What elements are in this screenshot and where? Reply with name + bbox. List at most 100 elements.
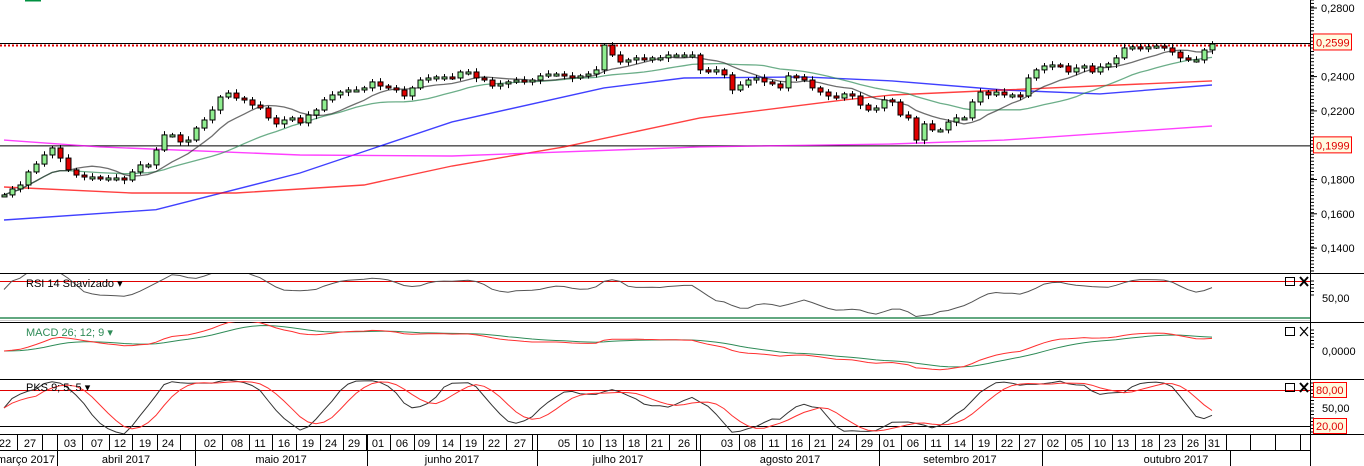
candle bbox=[969, 99, 976, 121]
macd-title[interactable]: MACD 26; 12; 9 ▾ bbox=[26, 327, 113, 339]
candle bbox=[1009, 92, 1016, 99]
candle bbox=[961, 115, 968, 121]
moving-average-mid bbox=[3, 56, 1213, 196]
candle bbox=[1113, 54, 1120, 69]
candle-body bbox=[161, 134, 168, 151]
price-marker-label: 0,2599 bbox=[1316, 37, 1350, 49]
candle bbox=[137, 161, 144, 175]
date-day-label: 23 bbox=[1164, 438, 1176, 450]
candle bbox=[105, 175, 112, 182]
candle-body bbox=[985, 91, 992, 96]
pks-panel-controls bbox=[1285, 382, 1309, 393]
date-day-label: 05 bbox=[1071, 438, 1083, 450]
candle bbox=[801, 74, 808, 83]
candle-body bbox=[1, 194, 8, 198]
candle bbox=[977, 88, 984, 106]
date-day-label: 21 bbox=[814, 438, 826, 450]
date-day-label: 19 bbox=[302, 438, 314, 450]
candle-body bbox=[297, 117, 304, 124]
candle bbox=[1, 192, 8, 198]
candle-body bbox=[153, 149, 160, 166]
candle-body bbox=[673, 54, 680, 58]
close-icon[interactable] bbox=[1299, 276, 1309, 287]
pks-title[interactable]: PKS 9; 5; 5 ▾ bbox=[26, 382, 91, 394]
candle bbox=[305, 111, 312, 127]
candle-body bbox=[1145, 46, 1152, 50]
candle bbox=[97, 174, 104, 182]
candle bbox=[273, 115, 280, 128]
candle bbox=[1129, 44, 1136, 51]
date-day-label: 19 bbox=[978, 438, 990, 450]
candle bbox=[817, 85, 824, 96]
maximize-icon[interactable] bbox=[1285, 327, 1295, 336]
candle-body bbox=[1185, 57, 1192, 61]
candle-body bbox=[1161, 45, 1168, 49]
candle-body bbox=[209, 109, 216, 121]
candle bbox=[713, 66, 720, 75]
candle-body bbox=[761, 77, 768, 83]
candle bbox=[1177, 50, 1184, 63]
candle-body bbox=[145, 164, 152, 168]
date-day-label: 18 bbox=[1141, 438, 1153, 450]
candle-body bbox=[1033, 69, 1040, 79]
candle bbox=[161, 131, 168, 153]
candle bbox=[73, 167, 80, 178]
candle bbox=[257, 101, 264, 111]
candle-body bbox=[625, 59, 632, 63]
candle bbox=[241, 95, 248, 104]
candle-body bbox=[241, 97, 248, 101]
candle-body bbox=[1001, 91, 1008, 96]
date-day-label: 13 bbox=[1117, 438, 1129, 450]
candle-body bbox=[193, 127, 200, 141]
close-icon[interactable] bbox=[1299, 326, 1309, 337]
date-day-label: 24 bbox=[838, 438, 850, 450]
maximize-icon[interactable] bbox=[1285, 277, 1295, 286]
candle-body bbox=[1105, 63, 1112, 68]
candle-body bbox=[433, 76, 440, 80]
date-day-label: 24 bbox=[162, 438, 174, 450]
candle bbox=[329, 91, 336, 103]
candle bbox=[1161, 43, 1168, 51]
candle bbox=[1049, 61, 1056, 71]
candle-body bbox=[897, 101, 904, 116]
candle-body bbox=[505, 81, 512, 85]
candle bbox=[337, 89, 344, 99]
date-day-label: 08 bbox=[744, 438, 756, 450]
candle bbox=[113, 174, 120, 182]
candle bbox=[153, 147, 160, 170]
close-icon[interactable] bbox=[1299, 382, 1309, 393]
rsi-title[interactable]: RSI 14 Suavizado ▾ bbox=[26, 278, 123, 290]
candle bbox=[1017, 92, 1024, 101]
candle bbox=[585, 71, 592, 79]
candle-body bbox=[17, 184, 24, 190]
candle bbox=[473, 68, 480, 83]
candle-body bbox=[33, 163, 40, 173]
candle bbox=[265, 105, 272, 121]
candle bbox=[297, 115, 304, 126]
rsi-panel bbox=[0, 274, 1310, 319]
candle-body bbox=[9, 188, 16, 196]
maximize-icon[interactable] bbox=[1285, 383, 1295, 392]
candle-body bbox=[49, 147, 56, 156]
candle bbox=[689, 51, 696, 59]
date-day-label: 05 bbox=[558, 438, 570, 450]
candle-body bbox=[1177, 51, 1184, 59]
candle bbox=[521, 76, 528, 85]
date-day-label: 03 bbox=[721, 438, 733, 450]
candle bbox=[849, 91, 856, 100]
candle bbox=[513, 77, 520, 84]
candle bbox=[785, 72, 792, 92]
price-tick-label: 0,2200 bbox=[1321, 106, 1355, 118]
candle-body bbox=[1137, 46, 1144, 50]
candle-body bbox=[129, 171, 136, 181]
candle-body bbox=[369, 81, 376, 89]
candle-body bbox=[1065, 65, 1072, 73]
candle-body bbox=[457, 71, 464, 79]
candle bbox=[673, 52, 680, 58]
candle bbox=[209, 106, 216, 124]
date-day-label: 11 bbox=[930, 438, 941, 450]
candle-body bbox=[937, 129, 944, 133]
date-day-label: 31 bbox=[1208, 438, 1220, 450]
candle-body bbox=[1209, 43, 1216, 51]
